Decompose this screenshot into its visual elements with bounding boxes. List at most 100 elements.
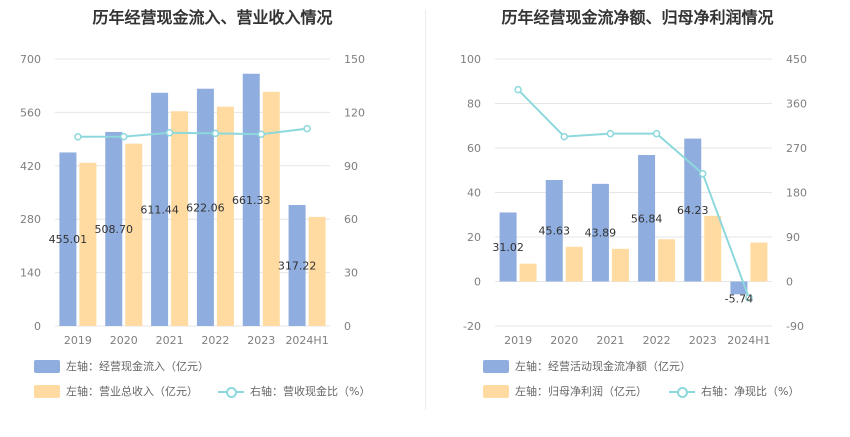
y-right-tick-label: 30 bbox=[344, 267, 358, 280]
legend-label: 左轴：归母净利润（亿元） bbox=[515, 385, 647, 398]
left-chart-title: 历年经营现金流入、营业收入情况 bbox=[92, 8, 333, 27]
x-tick-label: 2020 bbox=[550, 334, 578, 347]
bar bbox=[704, 215, 722, 282]
bar-value-label: 43.89 bbox=[585, 227, 617, 240]
x-tick-label: 2023 bbox=[247, 334, 275, 347]
y-left-tick-label: 40 bbox=[467, 187, 481, 200]
bar bbox=[79, 162, 97, 326]
y-right-tick-label: 60 bbox=[344, 213, 358, 226]
y-right-tick-label: 360 bbox=[786, 98, 807, 111]
bar-value-label: 317.22 bbox=[278, 260, 317, 273]
x-tick-label: 2021 bbox=[596, 334, 624, 347]
bar bbox=[545, 179, 563, 282]
bar-value-label: -5.74 bbox=[725, 292, 753, 305]
x-tick-label: 2020 bbox=[110, 334, 138, 347]
bar bbox=[658, 239, 676, 282]
bar bbox=[519, 263, 537, 282]
legend-swatch-blue bbox=[483, 359, 509, 373]
bar bbox=[59, 152, 77, 326]
bar bbox=[262, 91, 280, 326]
left-chart: 0 140 280 420 560 700 0 30 60 90 120 150 455.01 508.7… bbox=[20, 53, 365, 347]
y-left-tick-label: -20 bbox=[463, 320, 481, 333]
right-chart: -20 0 20 40 60 80 100 -90 0 90 180 270 360 450 31.02 45… bbox=[460, 53, 807, 347]
x-tick-label: 2023 bbox=[689, 334, 717, 347]
legend-total-revenue[interactable]: 左轴：营业总收入（亿元） bbox=[34, 383, 198, 399]
y-left-tick-label: 0 bbox=[34, 320, 41, 333]
bar bbox=[684, 138, 702, 282]
legend-swatch-orange bbox=[483, 384, 509, 398]
legend-net-cash-ratio[interactable]: 右轴：净现比（%） bbox=[669, 383, 799, 399]
ratio-point bbox=[699, 169, 707, 178]
ratio-point bbox=[745, 294, 753, 302]
legend-label: 左轴：经营现金流入（亿元） bbox=[66, 360, 209, 373]
legend-revenue-cash-ratio[interactable]: 右轴：营收现金比（%） bbox=[218, 383, 370, 399]
bar bbox=[591, 183, 609, 282]
legend-swatch-blue bbox=[34, 359, 60, 373]
bar bbox=[216, 106, 234, 326]
legend-label: 左轴：经营活动现金流净额（亿元） bbox=[515, 360, 691, 373]
ratio-point bbox=[560, 132, 568, 141]
y-right-tick-label: 120 bbox=[344, 106, 365, 119]
x-tick-label: 2024H1 bbox=[285, 334, 328, 347]
bar bbox=[151, 92, 169, 326]
ratio-point bbox=[303, 124, 311, 133]
bar bbox=[242, 73, 260, 326]
y-right-tick-label: 180 bbox=[786, 187, 807, 200]
x-tick-label: 2022 bbox=[643, 334, 671, 347]
bar-value-label: 64.23 bbox=[677, 204, 709, 217]
legend-label: 右轴：营收现金比（%） bbox=[250, 385, 371, 398]
ratio-point bbox=[514, 85, 522, 94]
x-tick-label: 2021 bbox=[156, 334, 184, 347]
y-right-tick-label: 150 bbox=[344, 53, 365, 66]
bar bbox=[499, 212, 517, 282]
ratio-point bbox=[120, 132, 128, 141]
bar-value-label: 31.02 bbox=[492, 241, 523, 254]
legend-cash-inflow[interactable]: 左轴：经营现金流入（亿元） bbox=[34, 358, 209, 374]
y-left-tick-label: 100 bbox=[460, 53, 481, 66]
legend-line-marker-icon bbox=[669, 385, 695, 398]
y-left-tick-label: 420 bbox=[20, 160, 41, 173]
bar bbox=[196, 88, 214, 326]
ratio-point bbox=[652, 129, 661, 138]
legend-swatch-orange bbox=[34, 384, 60, 398]
y-left-tick-label: 80 bbox=[467, 98, 481, 111]
bar bbox=[308, 216, 326, 326]
ratio-point bbox=[606, 129, 615, 138]
y-left-tick-label: 0 bbox=[474, 276, 481, 289]
x-tick-label: 2019 bbox=[64, 334, 92, 347]
y-left-tick-label: 280 bbox=[20, 213, 41, 226]
bar-value-label: 455.01 bbox=[49, 233, 88, 246]
bar bbox=[638, 155, 656, 282]
y-right-tick-label: -90 bbox=[786, 320, 804, 333]
legend-net-operating-cash[interactable]: 左轴：经营活动现金流净额（亿元） bbox=[483, 358, 691, 374]
bar bbox=[288, 205, 306, 326]
legend-label: 右轴：净现比（%） bbox=[701, 385, 800, 398]
y-left-tick-label: 60 bbox=[467, 142, 481, 155]
ratio-line bbox=[517, 88, 750, 299]
bar-value-label: 56.84 bbox=[631, 212, 663, 225]
bar bbox=[611, 248, 629, 282]
x-tick-label: 2022 bbox=[201, 334, 229, 347]
bar-value-label: 622.06 bbox=[186, 201, 225, 214]
bar-value-label: 661.33 bbox=[232, 194, 271, 207]
bar-value-label: 611.44 bbox=[140, 203, 179, 216]
legend-net-profit[interactable]: 左轴：归母净利润（亿元） bbox=[483, 383, 647, 399]
ratio-point bbox=[165, 128, 174, 137]
bar-value-label: 45.63 bbox=[539, 225, 571, 238]
bar-value-label: 508.70 bbox=[95, 223, 134, 236]
y-right-tick-label: 0 bbox=[344, 320, 351, 333]
y-right-tick-label: 90 bbox=[786, 231, 800, 244]
ratio-point bbox=[257, 130, 265, 139]
x-tick-label: 2019 bbox=[504, 334, 532, 347]
panel-divider bbox=[425, 10, 426, 410]
bar bbox=[105, 131, 123, 326]
y-left-tick-label: 140 bbox=[20, 267, 41, 280]
y-right-tick-label: 450 bbox=[786, 53, 807, 66]
bar bbox=[565, 246, 583, 282]
right-chart-panel: 历年经营现金流净额、归母净利润情况 -20 0 20 40 60 80 100 -90 0 90 1… bbox=[425, 0, 850, 437]
y-left-tick-label: 700 bbox=[20, 53, 41, 66]
bar bbox=[171, 111, 189, 327]
bar bbox=[750, 242, 768, 282]
y-right-tick-label: 0 bbox=[786, 276, 793, 289]
ratio-point bbox=[74, 133, 82, 141]
